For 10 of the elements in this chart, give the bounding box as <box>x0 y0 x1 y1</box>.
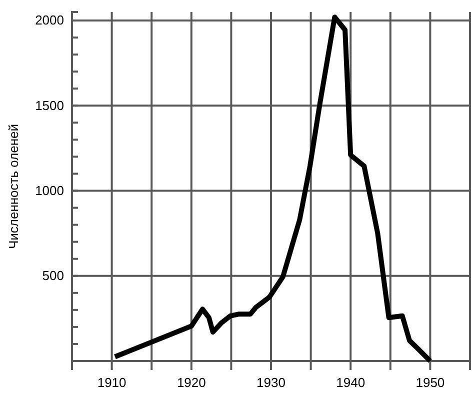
y-axis-title: Численность оленей <box>6 124 21 250</box>
x-tick-label: 1910 <box>97 375 126 390</box>
y-tick-label: 500 <box>42 268 64 284</box>
x-tick-label: 1940 <box>336 375 366 390</box>
x-tick-label: 1930 <box>256 375 286 390</box>
x-tick-label: 1920 <box>176 375 206 390</box>
x-tick-label: 1950 <box>416 375 445 390</box>
y-tick-label: 1000 <box>35 182 64 198</box>
y-tick-label: 2000 <box>35 12 64 28</box>
y-tick-label: 1500 <box>35 98 64 113</box>
